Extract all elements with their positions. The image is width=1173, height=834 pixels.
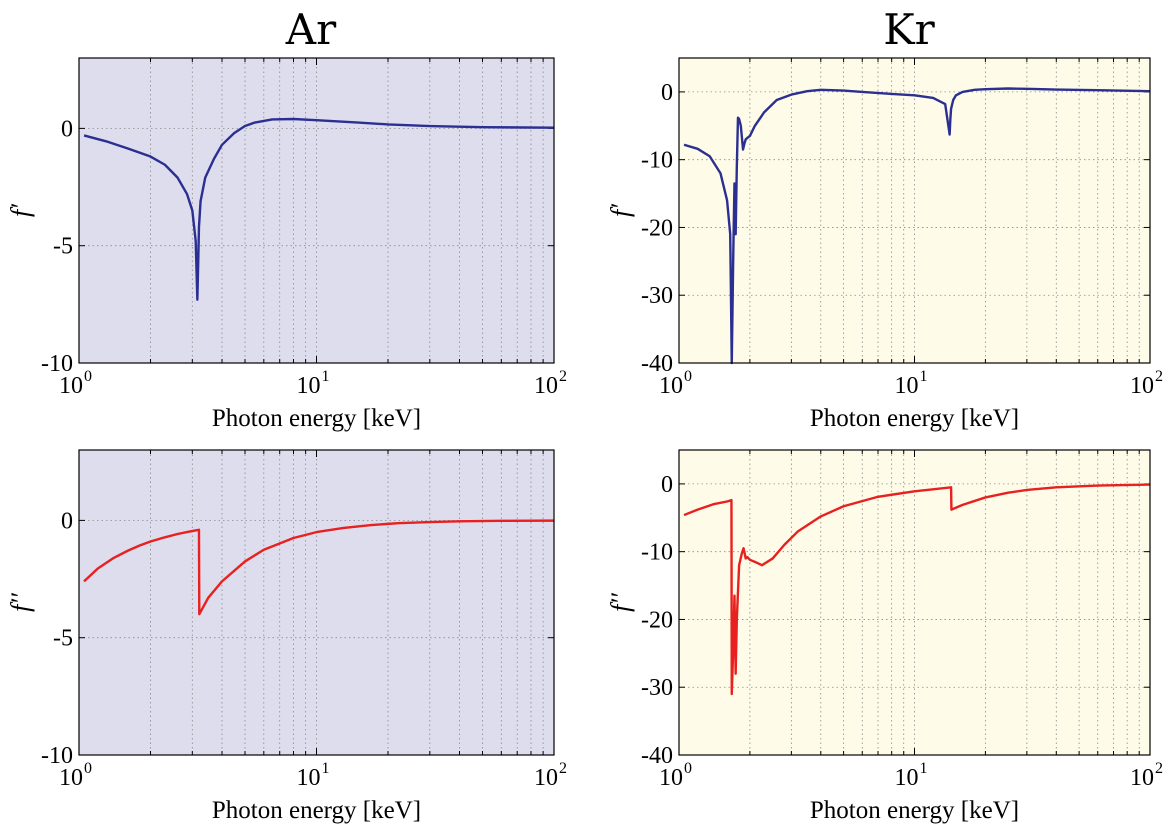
- y-tick-label: -10: [41, 743, 73, 769]
- y-tick-label: -20: [641, 215, 673, 241]
- series-line: [83, 519, 555, 616]
- x-tick-label: 10 1: [297, 368, 330, 399]
- y-tick-label: -5: [53, 626, 73, 652]
- x-tick-exponent: 1: [322, 368, 330, 385]
- x-tick-base: 10: [297, 765, 321, 791]
- x-axis-label: Photon energy [keV]: [810, 405, 1019, 432]
- x-tick-base: 10: [534, 765, 558, 791]
- x-tick-exponent: 1: [322, 760, 330, 777]
- y-tick-label: -40: [641, 743, 673, 769]
- y-tick-label: -40: [641, 351, 673, 377]
- x-tick-base: 10: [659, 765, 683, 791]
- x-tick-exponent: 1: [920, 368, 928, 385]
- x-tick-base: 10: [59, 373, 83, 399]
- y-axis-label: f′′: [6, 593, 35, 612]
- x-tick-exponent: 0: [684, 368, 692, 385]
- y-axis-label: f′: [606, 204, 635, 217]
- y-tick-label: -30: [641, 675, 673, 701]
- x-tick-label: 10 0: [659, 368, 692, 399]
- x-tick-label: 10 2: [534, 760, 567, 791]
- x-tick-base: 10: [659, 373, 683, 399]
- y-tick-label: -10: [41, 351, 73, 377]
- y-tick-label: 0: [661, 80, 673, 106]
- x-tick-label: 10 1: [895, 368, 928, 399]
- x-tick-label: 10 2: [534, 368, 567, 399]
- x-tick-base: 10: [1130, 373, 1154, 399]
- x-tick-exponent: 0: [84, 368, 92, 385]
- plot-frame: [78, 449, 555, 756]
- x-tick-label: 10 2: [1130, 368, 1163, 399]
- x-tick-label: 10 2: [1130, 760, 1163, 791]
- series-line: [683, 483, 1151, 696]
- x-axis-label: Photon energy [keV]: [212, 405, 421, 432]
- y-tick-label: -20: [641, 607, 673, 633]
- plot-frame: [678, 449, 1151, 756]
- x-tick-base: 10: [895, 765, 919, 791]
- column-title-kr: Kr: [883, 5, 935, 54]
- x-tick-base: 10: [297, 373, 321, 399]
- y-axis-label: f′: [6, 204, 35, 217]
- y-axis-label: f′′: [606, 593, 635, 612]
- x-tick-exponent: 2: [559, 368, 567, 385]
- x-tick-label: 10 0: [59, 368, 92, 399]
- x-tick-base: 10: [59, 765, 83, 791]
- y-tick-label: 0: [61, 508, 73, 534]
- column-title-ar: Ar: [285, 5, 337, 54]
- x-tick-label: 10 0: [59, 760, 92, 791]
- y-tick-label: 0: [661, 472, 673, 498]
- x-tick-base: 10: [895, 373, 919, 399]
- x-tick-exponent: 1: [920, 760, 928, 777]
- y-tick-label: -10: [641, 540, 673, 566]
- x-tick-exponent: 0: [684, 760, 692, 777]
- x-tick-exponent: 0: [84, 760, 92, 777]
- series-line: [683, 87, 1151, 365]
- x-axis-label: Photon energy [keV]: [810, 797, 1019, 824]
- y-tick-label: -30: [641, 283, 673, 309]
- plot-frame: [678, 57, 1151, 364]
- x-axis-label: Photon energy [keV]: [212, 797, 421, 824]
- y-tick-label: 0: [61, 116, 73, 142]
- y-tick-label: -5: [53, 234, 73, 260]
- x-tick-exponent: 2: [559, 760, 567, 777]
- x-tick-base: 10: [534, 373, 558, 399]
- x-tick-base: 10: [1130, 765, 1154, 791]
- y-tick-label: -10: [641, 148, 673, 174]
- series-line: [83, 117, 555, 301]
- x-tick-label: 10 1: [895, 760, 928, 791]
- x-tick-label: 10 0: [659, 760, 692, 791]
- x-tick-exponent: 2: [1155, 760, 1163, 777]
- plot-frame: [78, 57, 555, 364]
- x-tick-label: 10 1: [297, 760, 330, 791]
- x-tick-exponent: 2: [1155, 368, 1163, 385]
